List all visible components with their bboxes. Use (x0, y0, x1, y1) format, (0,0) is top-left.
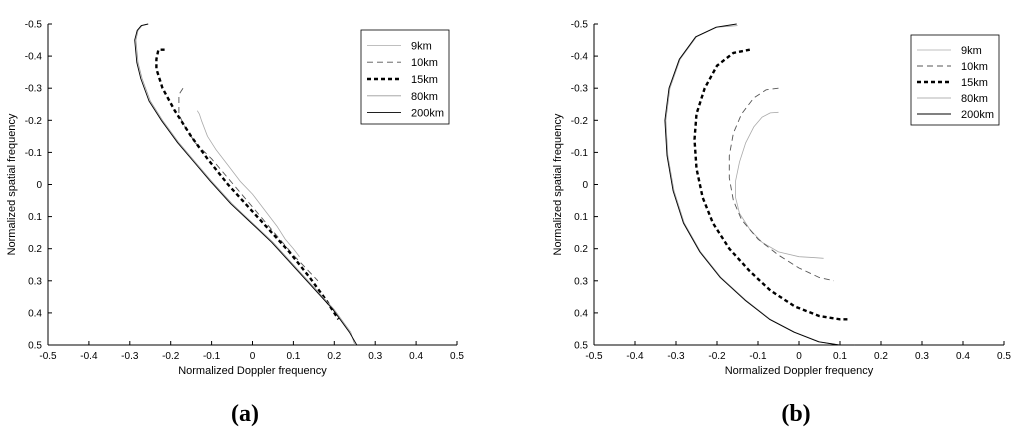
y-tick-label: 0.4 (574, 308, 588, 319)
legend: 9km 10km 15km 80km 200km (910, 34, 1000, 126)
series-line-10km (178, 87, 319, 282)
y-tick-label: 0.5 (28, 341, 42, 352)
y-tick-label: 0.3 (28, 276, 42, 287)
y-axis-label: Normalized spatial frequency (552, 113, 564, 255)
x-tick-label: 0.2 (327, 351, 341, 362)
x-tick-label: 0.4 (956, 351, 970, 362)
x-tick-label: -0.1 (749, 351, 767, 362)
legend: 9km 10km 15km 80km 200km (360, 29, 450, 125)
legend-entry-9km: 9km (411, 40, 432, 52)
y-axis-label: Normalized spatial frequency (6, 113, 18, 255)
series-line-80km (135, 24, 356, 346)
legend-entry-9km: 9km (961, 45, 982, 57)
x-tick-label: 0 (250, 351, 256, 362)
x-tick-label: -0.3 (121, 351, 139, 362)
y-tick-label: 0.1 (28, 212, 42, 223)
x-tick-label: -0.3 (667, 351, 685, 362)
series-line-80km (665, 25, 855, 346)
panel-label: (a) (231, 401, 259, 427)
y-tick-label: 0.3 (574, 276, 588, 287)
x-tick-label: 0.2 (874, 351, 888, 362)
y-tick-label: -0.5 (571, 20, 589, 31)
y-tick-label: -0.4 (571, 52, 589, 63)
series-line-9km (196, 110, 300, 257)
series-line-200km (664, 23, 855, 346)
series-line-200km (134, 23, 358, 346)
chart-panel-a: -0.5 -0.4 -0.3 -0.2 -0.1 0 0.1 0.2 0.3 0.4 0.5-0.5… (6, 20, 464, 428)
x-tick-label: -0.1 (203, 351, 221, 362)
y-tick-label: -0.2 (571, 116, 589, 127)
x-tick-label: 0.5 (997, 351, 1011, 362)
legend-entry-80km: 80km (961, 93, 988, 105)
legend-entry-200km: 200km (961, 109, 994, 121)
y-tick-label: -0.4 (25, 52, 43, 63)
x-tick-label: -0.5 (39, 351, 57, 362)
series-line-15km (155, 48, 340, 320)
x-tick-label: 0.3 (915, 351, 929, 362)
x-tick-label: 0.1 (833, 351, 847, 362)
y-tick-label: -0.1 (571, 148, 589, 159)
x-tick-label: 0.3 (368, 351, 382, 362)
y-tick-label: 0.5 (574, 341, 588, 352)
x-tick-label: -0.2 (162, 351, 180, 362)
y-tick-label: 0.4 (28, 308, 42, 319)
y-tick-label: 0 (36, 180, 42, 191)
legend-entry-10km: 10km (961, 61, 988, 73)
y-tick-label: -0.1 (25, 148, 43, 159)
chart-panel-b: -0.5 -0.4 -0.3 -0.2 -0.1 0 0.1 0.2 0.3 0.4 0.5-0.5… (552, 20, 1011, 428)
y-tick-label: -0.2 (25, 116, 43, 127)
y-tick-label: -0.3 (571, 84, 589, 95)
series-line-9km (735, 111, 824, 259)
x-tick-label: -0.2 (708, 351, 726, 362)
y-tick-label: -0.5 (25, 20, 43, 31)
series-line-15km (693, 48, 849, 321)
x-tick-label: -0.4 (626, 351, 644, 362)
y-tick-label: 0.1 (574, 212, 588, 223)
legend-entry-15km: 15km (961, 77, 988, 89)
legend-entry-200km: 200km (411, 108, 444, 120)
x-tick-label: -0.4 (80, 351, 98, 362)
x-tick-label: 0.4 (409, 351, 423, 362)
legend-entry-15km: 15km (411, 74, 438, 86)
x-tick-label: 0.5 (450, 351, 464, 362)
y-tick-label: 0.2 (28, 244, 42, 255)
x-tick-label: 0 (796, 351, 802, 362)
series-line-10km (728, 87, 834, 282)
x-tick-label: -0.5 (585, 351, 603, 362)
y-tick-label: 0 (582, 180, 588, 191)
legend-entry-10km: 10km (411, 57, 438, 69)
x-axis-label: Normalized Doppler frequency (178, 365, 327, 377)
y-tick-label: -0.3 (25, 84, 43, 95)
legend-entry-80km: 80km (411, 91, 438, 103)
panel-label: (b) (781, 401, 810, 427)
x-axis-label: Normalized Doppler frequency (725, 365, 874, 377)
x-tick-label: 0.1 (286, 351, 300, 362)
y-tick-label: 0.2 (574, 244, 588, 255)
